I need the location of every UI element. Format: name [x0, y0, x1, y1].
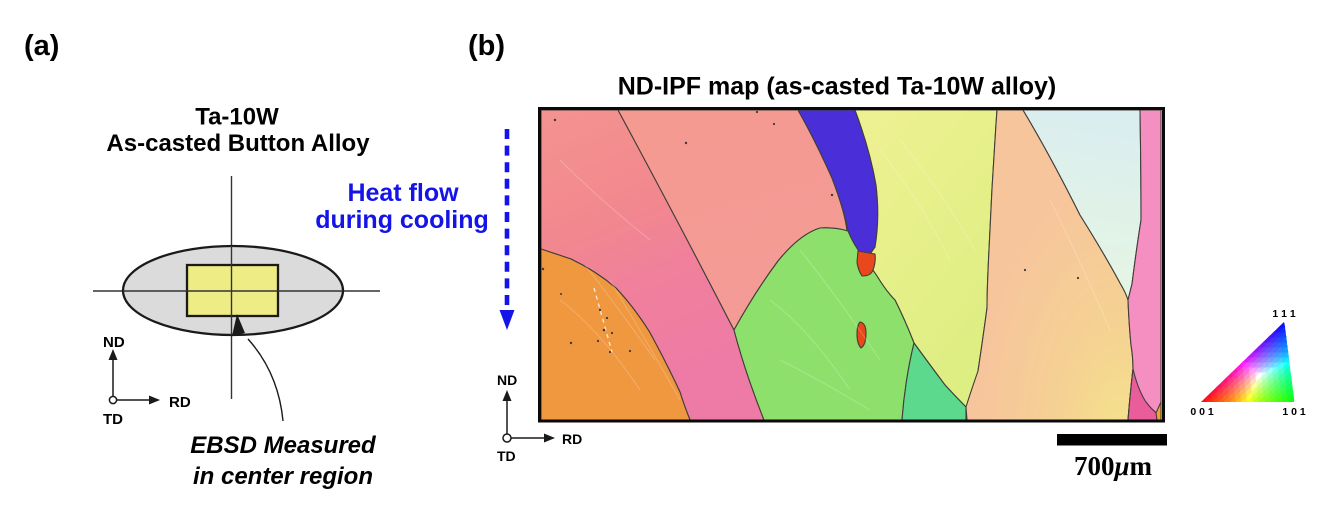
svg-text:Heat flow: Heat flow [347, 179, 459, 207]
svg-text:TD: TD [103, 411, 123, 428]
svg-text:(b): (b) [468, 30, 505, 62]
svg-text:ND: ND [497, 372, 517, 388]
svg-text:As-casted Button Alloy: As-casted Button Alloy [106, 130, 370, 157]
svg-text:during cooling: during cooling [315, 206, 489, 234]
svg-text:in center region: in center region [193, 463, 373, 490]
svg-text:EBSD Measured: EBSD Measured [190, 432, 377, 459]
svg-text:RD: RD [169, 394, 191, 411]
svg-text:1 1 1: 1 1 1 [1272, 308, 1296, 320]
svg-text:(a): (a) [24, 30, 59, 62]
svg-text:RD: RD [562, 431, 582, 447]
svg-text:ND-IPF map (as-casted Ta-10W a: ND-IPF map (as-casted Ta-10W alloy) [618, 73, 1057, 101]
svg-text:700μm: 700μm [1074, 451, 1153, 481]
svg-text:1 0 1: 1 0 1 [1282, 406, 1306, 418]
svg-text:ND: ND [103, 334, 125, 351]
svg-text:0 0 1: 0 0 1 [1190, 406, 1214, 418]
svg-text:Ta-10W: Ta-10W [195, 104, 279, 131]
svg-text:TD: TD [497, 448, 516, 464]
